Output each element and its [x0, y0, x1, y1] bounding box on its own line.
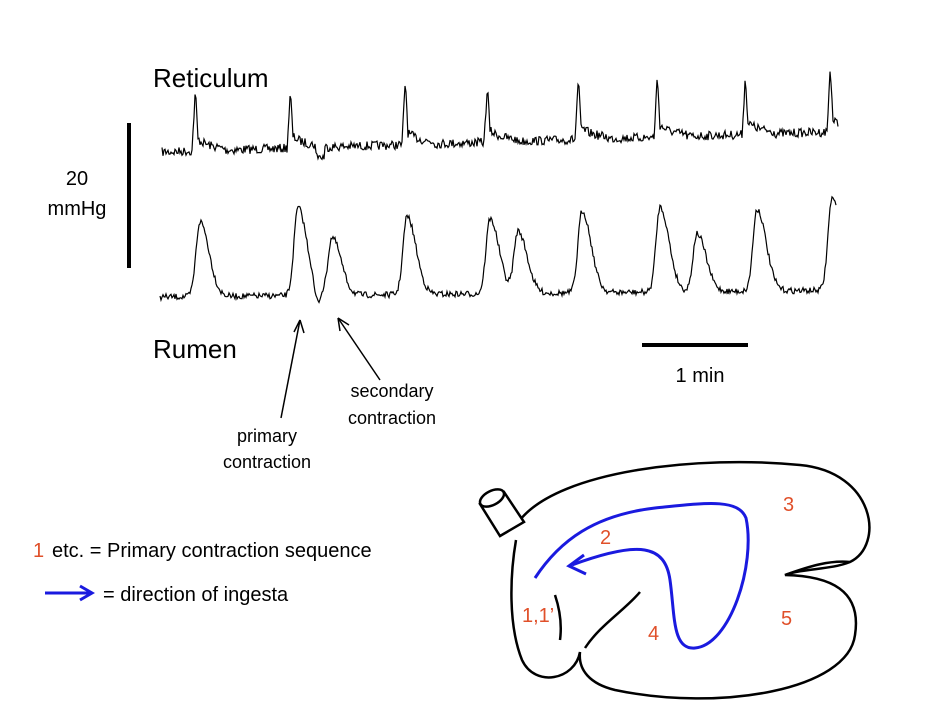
- scale-unit: mmHg: [48, 198, 107, 220]
- fold: [553, 594, 563, 641]
- rumen-label: Rumen: [153, 334, 237, 364]
- ingesta-path: [533, 502, 750, 650]
- arrow-line: [280, 319, 301, 419]
- ingesta-arrow-head: [566, 553, 587, 576]
- time-label: 1 min: [676, 365, 725, 387]
- pressure-trace: [161, 71, 839, 161]
- traces: [159, 71, 839, 304]
- esophagus-opening: [478, 488, 506, 508]
- stomach-label: 1,1’: [522, 605, 554, 627]
- pressure-trace: [159, 195, 837, 304]
- stomach-label: 3: [783, 494, 794, 516]
- fold: [784, 560, 851, 577]
- legend-marker: 1: [33, 540, 44, 562]
- arrow-head: [293, 319, 305, 334]
- arrow-head: [337, 317, 350, 332]
- stomach-outline: [510, 460, 871, 700]
- annotation: contraction: [348, 408, 436, 428]
- scale-value: 20: [66, 168, 88, 190]
- annotation: contraction: [223, 452, 311, 472]
- stomach-label: 4: [648, 623, 659, 645]
- stomach: [478, 460, 871, 700]
- legend-text: etc. = Primary contraction sequence: [52, 540, 372, 562]
- fold: [583, 591, 641, 649]
- annotation: primary: [237, 426, 297, 446]
- legend-arrow-head: [79, 584, 95, 602]
- annotation: secondary: [350, 381, 433, 401]
- stomach-label: 5: [781, 608, 792, 630]
- legend-text: = direction of ingesta: [103, 584, 289, 606]
- stomach-label: 2: [600, 527, 611, 549]
- reticulum-label: Reticulum: [153, 63, 269, 93]
- arrow-line: [337, 317, 381, 381]
